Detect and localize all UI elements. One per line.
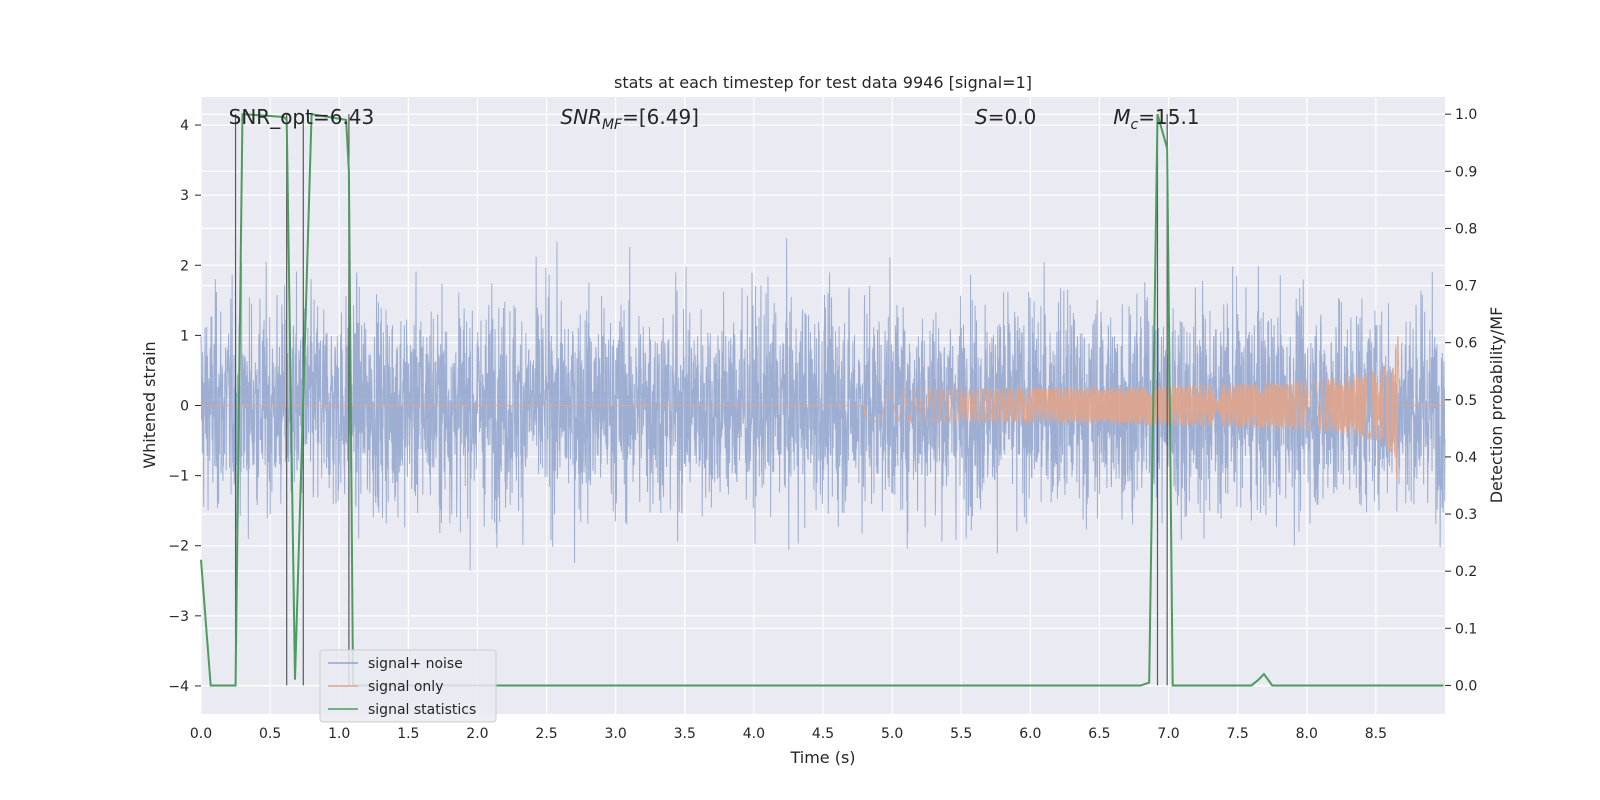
annotations: SNR_opt=6.43 SNRMF=[6.49] S=0.0 Mc=15.1 — [229, 105, 1200, 133]
annotation: SNRMF=[6.49] — [560, 105, 699, 133]
y-tick-label-right: 0.2 — [1455, 564, 1477, 580]
y-tick-label-left: 2 — [180, 258, 189, 274]
x-tick-label: 2.5 — [535, 726, 557, 742]
y-axis-left-label: Whitened strain — [140, 341, 159, 468]
x-tick-label: 6.0 — [1019, 726, 1041, 742]
y-tick-label-right: 0.3 — [1455, 507, 1477, 523]
x-tick-label: 8.5 — [1365, 726, 1387, 742]
y-tick-label-right: 0.0 — [1455, 678, 1477, 694]
annotation: S=0.0 — [975, 105, 1036, 129]
signal-line — [201, 336, 1445, 481]
legend-box — [319, 649, 497, 723]
y-tick-label-right: 0.6 — [1455, 336, 1477, 352]
x-tick-label: 4.5 — [812, 726, 834, 742]
noise-line — [200, 238, 1446, 571]
series-signal-noise — [200, 238, 1446, 571]
y-tick-label-left: 1 — [180, 328, 189, 344]
y-tick-label-left: 3 — [180, 188, 189, 204]
x-axis-ticks: 0.0 0.5 1.0 1.5 2.0 2.5 3.0 3.5 4.0 4.5 5.0 5.5 6.0 6… — [190, 726, 1387, 742]
x-tick-label: 3.5 — [674, 726, 696, 742]
x-tick-label: 5.5 — [950, 726, 972, 742]
y-tick-label-right: 0.1 — [1455, 621, 1477, 637]
y-tick-label-left: −2 — [168, 539, 189, 555]
y-axis-left-ticks: 4 3 2 1 0 −1 −2 −3 −4 — [168, 118, 201, 695]
y-tick-label-right: 0.8 — [1455, 221, 1477, 237]
y-axis-right-label: Detection probability/MF — [1487, 307, 1506, 504]
x-tick-label: 2.0 — [466, 726, 488, 742]
y-tick-label-left: 4 — [180, 118, 189, 134]
x-tick-label: 1.0 — [328, 726, 350, 742]
x-tick-label: 0.5 — [259, 726, 281, 742]
x-tick-label: 0.0 — [190, 726, 212, 742]
legend: signal+ noise signal only signal statist… — [319, 649, 497, 723]
x-tick-label: 5.0 — [881, 726, 903, 742]
y-tick-label-right: 0.7 — [1455, 279, 1477, 295]
x-axis-label: Time (s) — [789, 748, 855, 767]
y-tick-label-right: 0.4 — [1455, 450, 1477, 466]
legend-label-signal-only: signal only — [368, 679, 443, 695]
series-signal-only — [201, 336, 1445, 481]
legend-label-signal-noise: signal+ noise — [368, 656, 463, 672]
x-tick-label: 8.0 — [1296, 726, 1318, 742]
y-tick-label-right: 0.5 — [1455, 393, 1477, 409]
y-axis-right-ticks: 1.0 0.9 0.8 0.7 0.6 0.5 0.4 0.3 0.2 0.1 0.0 — [1445, 107, 1477, 694]
x-tick-label: 7.5 — [1227, 726, 1249, 742]
y-tick-label-left: −3 — [168, 609, 189, 625]
annotation: Mc=15.1 — [1113, 105, 1199, 133]
y-tick-label-left: 0 — [180, 399, 189, 415]
annotation: SNR_opt=6.43 — [229, 105, 375, 129]
x-tick-label: 6.5 — [1088, 726, 1110, 742]
chart-title: stats at each timestep for test data 994… — [614, 73, 1032, 92]
y-tick-label-left: −1 — [168, 469, 189, 485]
y-tick-label-right: 1.0 — [1455, 107, 1477, 123]
legend-label-signal-statistics: signal statistics — [368, 702, 476, 718]
x-tick-label: 1.5 — [397, 726, 419, 742]
y-tick-label-left: −4 — [168, 679, 189, 695]
y-tick-label-right: 0.9 — [1455, 164, 1477, 180]
x-tick-label: 4.0 — [743, 726, 765, 742]
x-tick-label: 7.0 — [1157, 726, 1179, 742]
x-tick-label: 3.0 — [605, 726, 627, 742]
